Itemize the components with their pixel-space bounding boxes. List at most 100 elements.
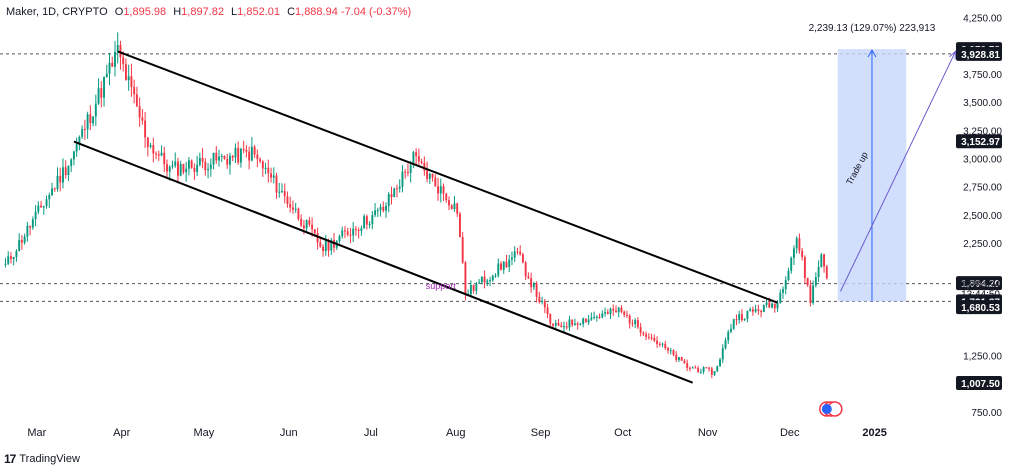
y-tick-label: 1,250.00 <box>963 352 1002 363</box>
candle-body <box>699 371 702 373</box>
candle-body <box>51 188 53 195</box>
candle-body <box>500 263 502 270</box>
candle-body <box>138 106 141 118</box>
candle-body <box>141 117 144 121</box>
candle-body <box>702 367 705 372</box>
candle-body <box>461 237 464 263</box>
candle-body <box>404 171 407 173</box>
candle-body <box>746 311 749 320</box>
candle-body <box>675 354 678 360</box>
candle-body <box>458 213 461 238</box>
candle-body <box>105 73 108 78</box>
candle-body <box>406 171 409 173</box>
candle-body <box>790 257 793 271</box>
candle-body <box>75 144 78 152</box>
price-label-text: 1,894.20 <box>961 279 1000 290</box>
candle-body <box>732 319 735 329</box>
candle-body <box>4 263 7 265</box>
candle-body <box>527 276 530 279</box>
candle-body <box>368 224 371 226</box>
candle-body <box>278 191 281 193</box>
candle-body <box>81 129 84 137</box>
candle-body <box>820 254 823 267</box>
trade-up-arrow[interactable] <box>840 51 956 292</box>
measure-arrow-head <box>867 49 877 58</box>
candle-body <box>519 251 522 255</box>
candle-body <box>543 301 546 308</box>
candle-body <box>664 343 667 349</box>
price-label-box <box>956 276 1002 291</box>
candle-body <box>18 239 21 252</box>
candle-body <box>560 325 563 328</box>
candle-body <box>330 239 333 251</box>
candle-body <box>37 205 40 212</box>
candle-body <box>94 103 97 117</box>
candle-body <box>29 225 32 228</box>
candle-body <box>130 76 133 87</box>
open-label: O <box>114 6 124 18</box>
candle-body <box>338 236 341 242</box>
candle-body <box>612 308 615 311</box>
candle-body <box>593 316 596 318</box>
candle-body <box>385 205 387 211</box>
candle-body <box>508 259 511 268</box>
candle-body <box>124 64 127 81</box>
candle-body <box>740 314 743 320</box>
candle-body <box>31 219 34 228</box>
candle-body <box>382 206 385 211</box>
candle-body <box>656 340 659 344</box>
y-tick-label: 3,750.00 <box>963 70 1002 81</box>
candle-body <box>176 161 179 176</box>
y-tick-label: 2,250.00 <box>963 239 1002 250</box>
candle-body <box>78 136 81 145</box>
candle-body <box>297 208 300 219</box>
candle-body <box>579 323 582 325</box>
candle-body <box>697 368 700 373</box>
candle-body <box>152 145 155 154</box>
event-flag-icon[interactable] <box>821 404 832 414</box>
candle-body <box>472 285 475 291</box>
candle-body <box>814 277 817 286</box>
candle-body <box>322 246 325 252</box>
candle-body <box>798 238 801 251</box>
candle-body <box>749 309 752 312</box>
candle-body <box>437 186 439 194</box>
candle-body <box>721 348 724 360</box>
candle-body <box>187 160 190 169</box>
candle-body <box>127 76 130 81</box>
candle-body <box>505 261 508 268</box>
measurement-label: 2,239.13 (129.07%) 223,913 <box>809 23 936 34</box>
candle-body <box>420 161 423 163</box>
candle-body <box>634 320 637 325</box>
candle-body <box>387 194 390 206</box>
candle-body <box>478 282 481 284</box>
candle-body <box>604 312 607 314</box>
candle-body <box>83 129 86 131</box>
candle-body <box>502 261 505 270</box>
candle-body <box>549 314 552 324</box>
candle-body <box>760 310 763 313</box>
candle-body <box>625 314 628 316</box>
candle-body <box>409 165 412 173</box>
candle-body <box>795 238 798 249</box>
candle-body <box>779 292 782 303</box>
candle-body <box>524 262 527 277</box>
channel-upper-line[interactable] <box>117 50 778 304</box>
channel-lower-line[interactable] <box>73 140 694 384</box>
candle-body <box>174 161 177 166</box>
tradingview-logo-icon: 17 <box>4 452 16 466</box>
candle-body <box>390 194 393 198</box>
candle-body <box>667 348 669 351</box>
x-tick-label: Dec <box>780 427 800 439</box>
candle-body <box>412 152 415 166</box>
candle-body <box>735 319 738 321</box>
candle-body <box>415 152 418 157</box>
candle-body <box>568 319 571 328</box>
candle-body <box>708 367 711 369</box>
candle-body <box>70 159 73 167</box>
candle-body <box>270 173 272 178</box>
candle-body <box>686 363 689 368</box>
candle-body <box>253 146 256 155</box>
candle-body <box>133 86 136 95</box>
